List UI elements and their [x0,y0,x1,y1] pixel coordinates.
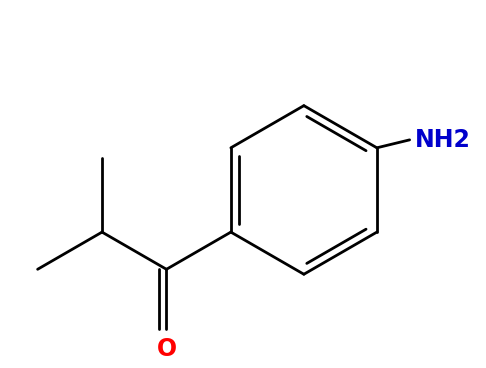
Text: NH2: NH2 [415,128,470,152]
Text: O: O [156,337,176,361]
